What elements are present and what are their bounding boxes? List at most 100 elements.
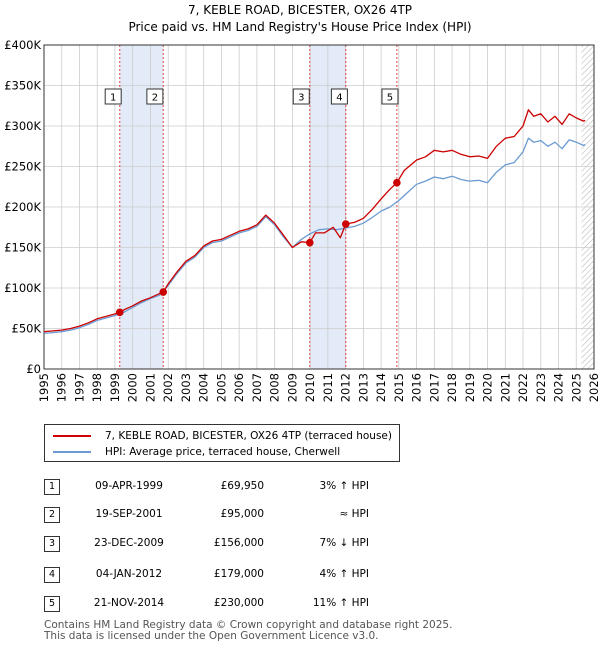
sale-marker-label: 1 (110, 93, 116, 104)
sale-price: £156,000 (213, 537, 264, 549)
sale-price: £95,000 (220, 508, 264, 520)
legend-price-swatch (53, 435, 91, 437)
y-axis-ticks: £0 £50K £100K £150K £200K £250K £300K £350K £400… (4, 38, 41, 376)
y-tick-label: £150K (4, 241, 41, 255)
footer-copyright: Contains HM Land Registry data © Crown c… (44, 619, 453, 631)
y-tick-label: £250K (4, 160, 41, 174)
price-paid-line (43, 109, 586, 333)
table-row: 5 21-NOV-2014 £230,000 11% ↑ HPI (44, 596, 444, 616)
x-tick-label: 2024 (552, 373, 566, 402)
hpi-line (43, 137, 586, 335)
sale-marker-box (146, 88, 164, 105)
x-tick-label: 2007 (250, 373, 264, 402)
sale-marker-label: 3 (298, 93, 304, 104)
y-tick-label: £0 (26, 362, 41, 376)
x-tick-label: 2012 (339, 373, 353, 402)
x-tick-label: 2019 (463, 373, 477, 402)
sale-price: £69,950 (220, 480, 264, 492)
x-tick-label: 2010 (303, 373, 317, 402)
sale-hpi-comparison: 4% ↑ HPI (319, 568, 369, 580)
x-tick-label: 2005 (214, 373, 228, 402)
table-row: 4 04-JAN-2012 £179,000 4% ↑ HPI (44, 567, 444, 587)
x-tick-label: 2015 (392, 373, 406, 402)
sale-price: £179,000 (213, 568, 264, 580)
table-row: 2 19-SEP-2001 £95,000 ≈ HPI (44, 507, 444, 527)
sale-marker-label: 4 (336, 93, 342, 104)
sale-date: 19-SEP-2001 (95, 508, 163, 520)
sale-number-badge: 4 (44, 567, 60, 583)
x-tick-label: 2004 (197, 373, 211, 402)
footer: Contains HM Land Registry data © Crown c… (44, 620, 452, 642)
x-tick-label: 2013 (356, 373, 370, 402)
sale-number-badge: 1 (44, 479, 60, 495)
legend-hpi-swatch (53, 451, 91, 453)
sale-points (115, 178, 401, 317)
sale-hpi-comparison: 11% ↑ HPI (312, 597, 369, 609)
x-tick-label: 2002 (161, 373, 175, 402)
x-tick-label: 2021 (498, 373, 512, 402)
x-tick-label: 1999 (108, 373, 122, 402)
sale-point (115, 308, 124, 317)
sale-markers: 1 2 3 4 5 (104, 88, 399, 105)
x-tick-label: 2008 (268, 373, 282, 402)
x-tick-label: 1996 (55, 373, 69, 402)
legend-item-hpi: HPI: Average price, terraced house, Cher… (53, 446, 340, 458)
x-tick-label: 2023 (534, 373, 548, 402)
legend-item-price: 7, KEBLE ROAD, BICESTER, OX26 4TP (terra… (53, 430, 392, 442)
x-tick-label: 2018 (445, 373, 459, 402)
x-tick-label: 2006 (232, 373, 246, 402)
x-tick-label: 2001 (143, 373, 157, 402)
plot-frame (43, 44, 595, 370)
y-tick-label: £400K (4, 38, 41, 52)
chart: 7, KEBLE ROAD, BICESTER, OX26 4TP Price … (4, 3, 600, 402)
x-tick-label: 2009 (285, 373, 299, 402)
footer-licence: This data is licensed under the Open Gov… (44, 630, 379, 642)
series-lines (43, 109, 586, 335)
x-tick-label: 2025 (569, 373, 583, 402)
x-tick-label: 2020 (481, 373, 495, 402)
y-tick-label: £100K (4, 281, 41, 295)
x-tick-label: 2017 (427, 373, 441, 402)
legend-hpi-label: HPI: Average price, terraced house, Cher… (105, 446, 341, 458)
chart-title: 7, KEBLE ROAD, BICESTER, OX26 4TP (188, 3, 412, 17)
x-tick-label: 1998 (90, 373, 104, 402)
sale-date: 23-DEC-2009 (94, 537, 164, 549)
y-tick-label: £350K (4, 79, 41, 93)
x-tick-label: 2014 (374, 373, 388, 402)
sale-point (341, 220, 350, 228)
x-tick-label: 2003 (179, 373, 193, 402)
x-tick-label: 2016 (410, 373, 424, 402)
sale-hpi-comparison: ≈ HPI (339, 508, 369, 520)
x-tick-label: 2011 (321, 373, 335, 402)
x-tick-label: 1995 (37, 373, 51, 402)
x-tick-label: 2000 (126, 373, 140, 402)
sale-date: 21-NOV-2014 (93, 597, 165, 609)
sale-hpi-comparison: 7% ↓ HPI (319, 537, 369, 549)
legend: 7, KEBLE ROAD, BICESTER, OX26 4TP (terra… (44, 424, 400, 462)
y-tick-label: £50K (12, 322, 42, 336)
x-axis-ticks: 1995 1996 1997 1998 1999 2000 2001 2002 2003 2004… (37, 373, 600, 402)
table-row: 1 09-APR-1999 £69,950 3% ↑ HPI (44, 479, 444, 499)
sale-marker-box (330, 88, 348, 105)
sale-marker-box (381, 88, 399, 105)
sale-hpi-comparison: 3% ↑ HPI (319, 480, 369, 492)
sale-number-badge: 3 (44, 536, 60, 552)
sale-marker-box (104, 88, 122, 105)
sale-marker-box (292, 88, 310, 105)
x-tick-label: 1997 (72, 373, 86, 402)
sale-price: £230,000 (213, 597, 264, 609)
sale-number-badge: 5 (44, 596, 60, 612)
y-tick-label: £200K (4, 200, 41, 214)
sale-date: 04-JAN-2012 (95, 568, 163, 580)
sale-point (159, 288, 168, 296)
sale-marker-label: 5 (387, 93, 393, 104)
x-tick-label: 2026 (587, 373, 600, 402)
chart-subtitle: Price paid vs. HM Land Registry's House … (128, 20, 471, 34)
sale-date: 09-APR-1999 (95, 480, 163, 492)
sale-point (393, 178, 401, 187)
legend-price-label: 7, KEBLE ROAD, BICESTER, OX26 4TP (terra… (105, 430, 392, 442)
x-tick-label: 2022 (516, 373, 530, 402)
y-tick-label: £300K (4, 119, 41, 133)
sale-number-badge: 2 (44, 507, 60, 523)
table-row: 3 23-DEC-2009 £156,000 7% ↓ HPI (44, 536, 444, 556)
